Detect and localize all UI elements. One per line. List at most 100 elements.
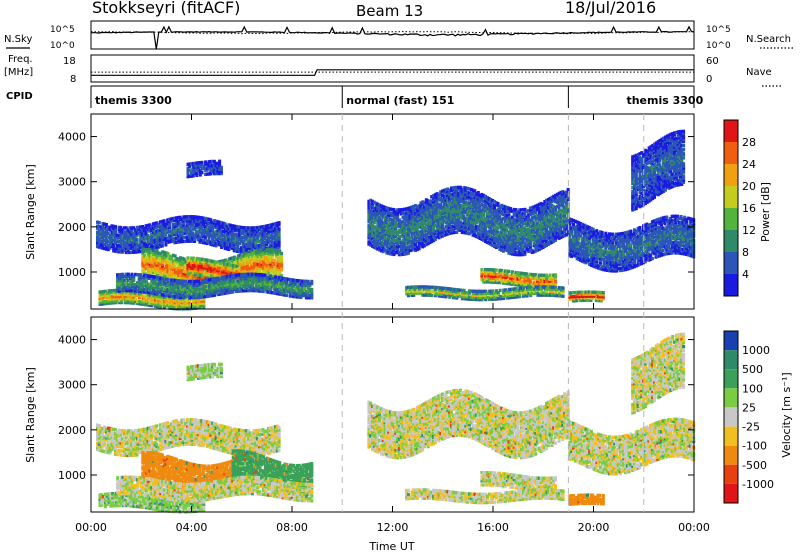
data-cell	[132, 289, 136, 293]
data-cell	[473, 230, 477, 234]
data-cell	[279, 278, 283, 282]
data-cell	[245, 284, 249, 289]
data-cell	[212, 235, 216, 239]
data-cell	[455, 200, 459, 204]
data-cell	[143, 248, 147, 252]
data-cell	[185, 221, 189, 225]
data-cell	[155, 273, 159, 277]
data-cell	[160, 219, 164, 224]
data-cell	[182, 273, 186, 278]
data-cell	[460, 200, 464, 204]
data-cell	[168, 306, 172, 310]
data-cell	[218, 280, 222, 284]
data-cell	[271, 252, 275, 256]
data-cell	[148, 250, 152, 254]
data-cell	[180, 281, 184, 285]
data-cell	[383, 242, 387, 246]
data-cell	[209, 283, 213, 288]
data-cell	[467, 223, 471, 228]
data-cell	[258, 289, 262, 293]
data-cell	[126, 272, 130, 276]
data-cell	[178, 236, 182, 240]
data-cell	[478, 210, 482, 214]
data-cell	[432, 206, 435, 210]
data-cell	[222, 279, 226, 283]
data-cell	[277, 243, 281, 247]
data-cell	[221, 242, 225, 246]
data-cell	[193, 270, 197, 275]
data-cell	[121, 280, 125, 285]
data-cell	[269, 264, 273, 268]
data-cell	[197, 169, 200, 173]
data-cell	[97, 243, 101, 247]
data-cell	[164, 239, 168, 243]
data-cell	[285, 293, 289, 297]
data-cell	[207, 240, 211, 244]
data-cell	[103, 301, 107, 306]
data-cell	[180, 239, 184, 244]
data-cell	[146, 244, 150, 248]
data-cell	[126, 238, 130, 242]
data-cell	[153, 269, 157, 273]
data-cell	[97, 245, 101, 249]
data-cell	[162, 293, 166, 297]
data-cell	[439, 204, 443, 208]
data-cell	[232, 268, 235, 272]
data-cell	[184, 217, 188, 221]
data-cell	[235, 268, 239, 273]
data-cell	[171, 267, 175, 272]
data-cell	[471, 217, 475, 221]
data-cell	[211, 277, 215, 281]
data-cell	[146, 301, 150, 305]
data-cell	[412, 217, 416, 221]
data-cell	[274, 252, 278, 257]
data-cell	[190, 256, 194, 260]
data-cell	[415, 213, 419, 217]
data-cell	[460, 194, 464, 198]
data-cell	[268, 276, 272, 280]
data-cell	[146, 236, 150, 240]
data-cell	[128, 232, 132, 236]
data-cell	[442, 205, 446, 209]
data-cell	[227, 290, 231, 295]
data-cell	[278, 263, 282, 267]
data-cell	[179, 260, 183, 264]
data-cell	[234, 228, 238, 233]
data-cell	[243, 284, 247, 289]
data-cell	[187, 239, 191, 243]
data-cell	[460, 189, 464, 194]
data-cell	[405, 251, 409, 256]
data-cell	[270, 291, 274, 295]
data-cell	[211, 234, 215, 239]
data-cell	[171, 272, 175, 276]
data-cell	[110, 242, 114, 246]
data-cell	[225, 224, 229, 229]
data-cell	[421, 236, 425, 241]
data-cell	[385, 218, 389, 222]
data-cell	[405, 211, 409, 215]
freq-left-tick-top: 18	[63, 56, 76, 67]
data-cell	[253, 263, 257, 268]
data-cell	[125, 274, 129, 278]
data-cell	[177, 279, 181, 283]
data-cell	[202, 228, 206, 233]
data-cell	[185, 229, 189, 233]
data-cell	[153, 248, 157, 253]
data-cell	[109, 301, 113, 305]
data-cell	[170, 300, 174, 304]
data-cell	[211, 170, 215, 174]
data-cell	[125, 298, 129, 303]
data-cell	[144, 258, 148, 262]
data-cell	[439, 233, 443, 237]
data-cell	[162, 227, 166, 231]
data-cell	[467, 205, 471, 209]
data-cell	[410, 233, 414, 238]
data-cell	[168, 266, 172, 271]
data-cell	[295, 289, 299, 293]
data-cell	[159, 262, 163, 266]
data-cell	[135, 281, 139, 285]
data-cell	[137, 295, 141, 300]
data-cell	[198, 293, 202, 297]
data-cell	[197, 289, 200, 293]
data-cell	[107, 299, 111, 303]
